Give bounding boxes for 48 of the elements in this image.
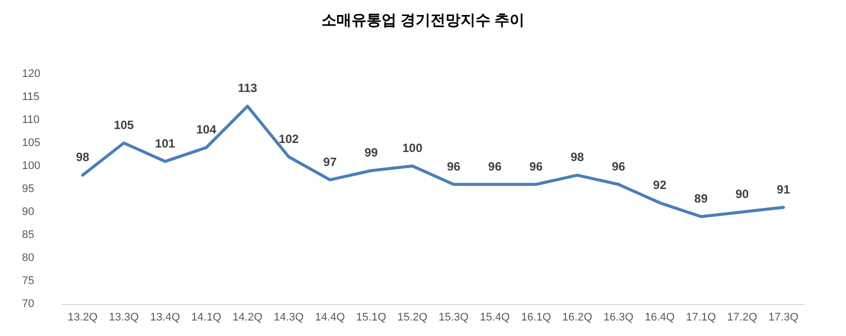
x-tick-label: 14.1Q [191,312,222,324]
data-label: 99 [364,146,378,160]
x-tick-label: 13.4Q [150,312,180,324]
y-tick-label: 115 [22,91,40,103]
data-label: 92 [653,178,667,192]
y-tick-label: 110 [22,114,40,126]
x-tick-label: 15.2Q [397,312,428,324]
x-tick-label: 16.2Q [562,312,593,324]
data-label: 96 [446,159,461,174]
data-label: 101 [155,136,176,150]
y-tick-label: 85 [22,229,34,241]
x-tick-label: 16.1Q [521,312,552,324]
data-label: 98 [76,150,90,164]
data-label: 97 [323,154,337,169]
x-tick-label: 17.1Q [686,312,716,324]
x-tick-label: 14.3Q [274,312,304,324]
data-label: 96 [488,159,502,174]
y-tick-label: 100 [22,160,40,172]
x-tick-label: 16.4Q [644,312,676,324]
x-tick-label: 14.4Q [314,312,346,324]
data-label: 91 [776,182,790,196]
data-label: 113 [238,81,258,96]
data-label: 104 [196,122,217,137]
data-label: 102 [278,132,300,146]
y-tick-label: 75 [22,275,34,287]
x-tick-label: 17.2Q [727,312,758,324]
data-label: 96 [529,159,544,174]
x-tick-label: 17.3Q [768,312,799,324]
y-tick-label: 105 [22,137,40,149]
x-tick-label: 13.2Q [68,312,98,324]
x-tick-label: 15.3Q [438,312,470,324]
y-tick-label: 90 [22,206,34,218]
chart-title: 소매유통업 경기전망지수 추이 [321,12,525,29]
data-label: 89 [694,192,708,206]
x-tick-label: 15.4Q [480,312,510,324]
data-label: 100 [402,141,423,155]
data-label: 98 [570,150,584,164]
y-tick-label: 70 [22,298,34,310]
y-tick-label: 120 [22,68,40,80]
x-tick-label: 13.3Q [108,312,140,324]
y-tick-label: 80 [22,252,34,264]
y-tick-label: 95 [22,183,34,195]
data-label: 96 [612,159,626,174]
data-label: 105 [114,118,134,132]
x-tick-label: 14.2Q [232,312,263,324]
data-label: 90 [735,187,750,201]
x-tick-label: 16.3Q [604,312,634,324]
x-tick-label: 15.1Q [356,312,387,324]
